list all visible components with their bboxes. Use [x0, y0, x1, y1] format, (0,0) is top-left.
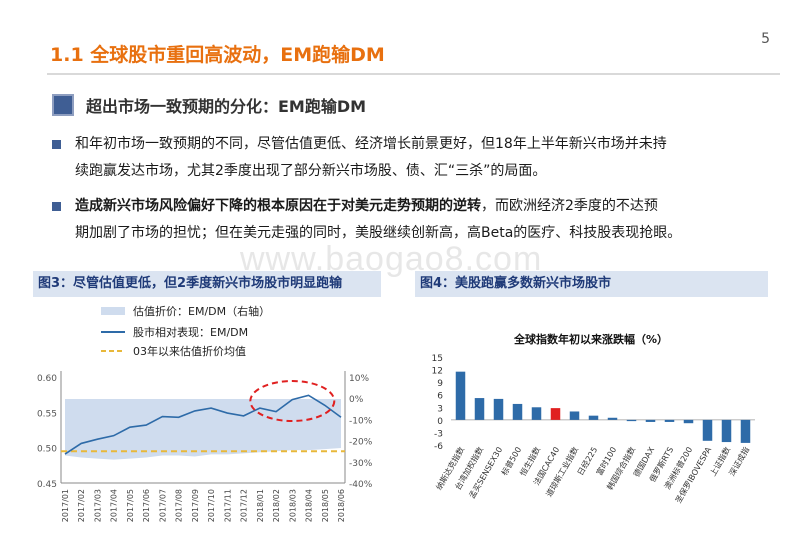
y-tick-label: 3 [437, 404, 443, 414]
figure-3-chart: 估值折价：EM/DM（右轴） 股市相对表现：EM/DM 03年以来估值折价均值 … [37, 304, 373, 522]
x-tick-label: 2017/03 [93, 489, 102, 522]
x-tick-label: 2018/01 [256, 489, 265, 522]
bar-5 [550, 408, 561, 420]
x-tick-label: 2017/11 [223, 489, 232, 522]
y-tick-label: -3 [434, 429, 443, 439]
y-left-tick-label: 0.50 [37, 445, 57, 455]
bullet-2-rest: ，而欧洲经济2季度的不达预 [481, 198, 658, 214]
legend-swatch-area [101, 307, 125, 315]
chart-title: 全球指数年初以来涨跌幅（%） [513, 332, 668, 346]
title-divider [47, 73, 780, 75]
y-right-tick-label: 0% [349, 395, 364, 405]
bar-14 [721, 419, 732, 443]
y-left-tick-label: 0.60 [37, 374, 57, 384]
page-number: 5 [761, 31, 770, 47]
bullet-2-line-2: 期加剧了市场的担忧；但在美元走强的同时，美股继续创新高，高Beta的医疗、科技股… [75, 225, 682, 241]
subtitle-text: 超出市场一致预期的分化：EM跑输DM [86, 97, 367, 116]
figure-4-panel: 图4：美股跑赢多数新兴市场股市 全球指数年初以来涨跌幅（%） 15 12 9 6 3 0 -… [415, 271, 768, 525]
x-tick-label: 2017/01 [61, 489, 70, 522]
y-tick-label: 0 [437, 417, 443, 427]
x-tick-label: 2018/05 [321, 489, 330, 522]
x-tick-label: 2018/04 [305, 489, 314, 522]
x-tick-label: 2017/09 [191, 489, 200, 522]
bar-6 [569, 411, 580, 420]
bullet-paragraph-2: 造成新兴市场风险偏好下降的根本原因在于对美元走势预期的逆转，而欧洲经济2季度的不… [52, 193, 772, 247]
y-tick-label: -6 [434, 442, 443, 452]
bar-11 [664, 419, 675, 422]
x-tick-label: 2018/03 [288, 489, 297, 522]
legend-label-line: 股市相对表现：EM/DM [133, 325, 248, 339]
relative-performance-line [64, 394, 342, 455]
bullet-paragraph-1: 和年初市场一致预期的不同，尽管估值更低、经济增长前景更好，但18年上半年新兴市场… [52, 131, 772, 185]
figure-3-title: 图3：尽管估值更低，但2季度新兴市场股市明显跑输 [33, 271, 381, 297]
figure-4-title: 图4：美股跑赢多数新兴市场股市 [415, 271, 768, 297]
bar-10 [645, 419, 656, 422]
x-tick-label: 2017/10 [207, 489, 216, 522]
x-tick-label: 2017/08 [175, 489, 184, 522]
bar-8 [607, 417, 618, 420]
x-tick-label: 2017/05 [126, 489, 135, 522]
bar-9 [626, 419, 637, 422]
bullet-1-line-2: 续跑赢发达市场，尤其2季度出现了部分新兴市场股、债、汇“三杀”的局面。 [75, 163, 547, 179]
y-right-tick-label: 10% [349, 374, 369, 384]
bar-0 [455, 371, 466, 420]
bar-7 [588, 415, 599, 420]
highlight-circle [249, 380, 336, 423]
x-tick-label: 2017/06 [142, 489, 151, 522]
y-tick-label: 15 [432, 354, 443, 364]
x-tick-label: 2017/04 [110, 489, 119, 522]
y-right-tick-label: -10% [349, 416, 373, 426]
bar-15 [740, 419, 751, 443]
page-title: 1.1 全球股市重回高波动，EM跑输DM [50, 44, 385, 66]
subtitle-marker-icon [52, 94, 74, 116]
legend-label-area: 估值折价：EM/DM（右轴） [133, 304, 270, 318]
y-left-tick-label: 0.45 [37, 480, 57, 490]
x-tick-label: 2017/02 [77, 489, 86, 522]
y-tick-label: 6 [437, 392, 443, 402]
y-left-tick-label: 0.55 [37, 409, 57, 419]
bar-2 [493, 398, 504, 420]
bullet-square-icon [52, 202, 61, 211]
bullet-1-line-1: 和年初市场一致预期的不同，尽管估值更低、经济增长前景更好，但18年上半年新兴市场… [75, 136, 667, 152]
valuation-discount-area [65, 399, 341, 460]
y-tick-label: 9 [437, 379, 443, 389]
section-subtitle: 超出市场一致预期的分化：EM跑输DM [52, 93, 366, 117]
bar-4 [531, 407, 542, 420]
y-right-tick-label: -40% [349, 480, 373, 490]
bar-3 [512, 403, 523, 420]
bar-12 [683, 419, 694, 424]
y-right-tick-label: -30% [349, 459, 373, 469]
bullet-2-bold: 造成新兴市场风险偏好下降的根本原因在于对美元走势预期的逆转 [75, 198, 481, 214]
x-tick-label: 2017/12 [240, 489, 249, 522]
bar-13 [702, 419, 713, 441]
bullet-square-icon [52, 140, 61, 149]
bar-1 [474, 398, 485, 420]
x-tick-label: 2018/02 [272, 489, 281, 522]
y-right-tick-label: -20% [349, 438, 373, 448]
x-tick-label: 2017/07 [158, 489, 167, 522]
y-tick-label: 12 [432, 367, 443, 377]
figure-4-chart: 全球指数年初以来涨跌幅（%） 15129630-3-6纳斯达克指数台湾加权指数孟… [432, 332, 755, 505]
legend-label-mean: 03年以来估值折价均值 [133, 344, 246, 358]
watermark: www.baogao8.com [240, 240, 543, 278]
x-tick-label: 2018/06 [337, 489, 346, 522]
figure-3-panel: 图3：尽管估值更低，但2季度新兴市场股市明显跑输 估值折价：EM/DM（右轴） … [33, 271, 381, 525]
